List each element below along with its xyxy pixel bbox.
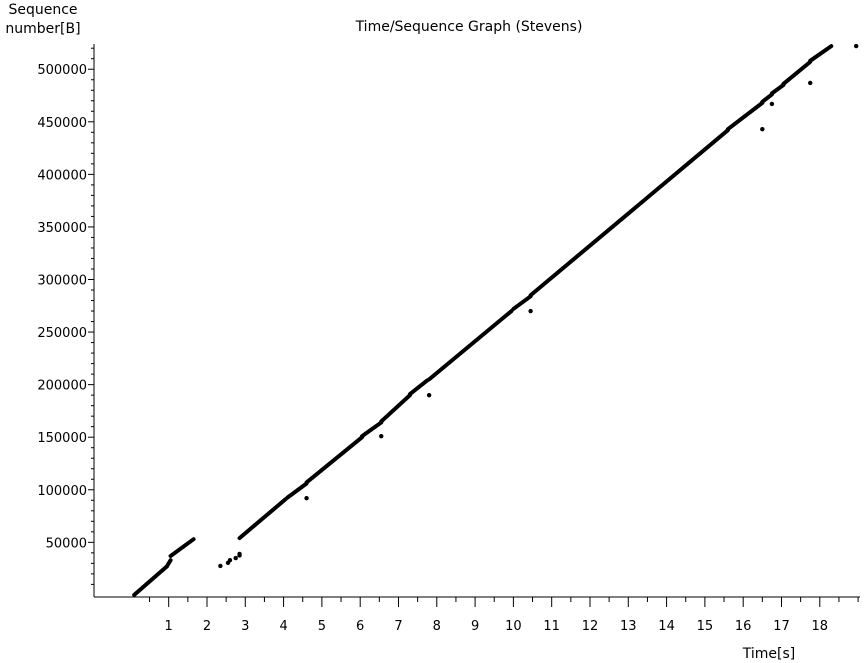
sequence-segment: [427, 309, 514, 382]
sequence-segment: [132, 564, 169, 597]
sequence-segment: [379, 393, 412, 424]
x-tick-label: 11: [543, 619, 560, 634]
x-tick-label: 17: [773, 619, 790, 634]
x-axis-ticks: 1 2 3 4 5 6 7 8 9 10 11 12 13 14 15 16 17 18: [149, 597, 859, 634]
sequence-segment: [164, 558, 173, 569]
chart-title: Time/Sequence Graph (Stevens): [355, 19, 583, 35]
sequence-point: [237, 551, 242, 557]
sequence-point: [426, 392, 432, 398]
sequence-point: [304, 495, 309, 501]
sequence-segment: [360, 420, 384, 439]
y-tick-label: 500000: [37, 63, 87, 78]
y-axis-label-line1: Sequence: [8, 2, 77, 18]
y-tick-label: 100000: [37, 484, 87, 499]
sequence-point: [227, 558, 233, 563]
x-tick-label: 1: [165, 619, 173, 634]
y-tick-label: 200000: [37, 379, 87, 394]
sequence-segment: [725, 100, 765, 132]
x-tick-label: 12: [582, 619, 599, 634]
y-tick-label: 50000: [46, 536, 87, 551]
data-series: [132, 43, 859, 597]
sequence-point: [379, 433, 384, 439]
sequence-point: [233, 555, 238, 561]
y-tick-label: 250000: [37, 326, 87, 341]
x-tick-label: 5: [318, 619, 326, 634]
x-tick-label: 14: [658, 619, 675, 634]
x-tick-label: 2: [203, 619, 211, 634]
x-tick-label: 4: [279, 619, 287, 634]
x-tick-label: 7: [394, 619, 402, 634]
sequence-segment: [168, 537, 196, 558]
y-axis-ticks: 50000 100000 150000 200000 250000 300000 35000…: [37, 47, 94, 585]
y-tick-label: 350000: [37, 221, 87, 236]
sequence-point: [769, 101, 775, 107]
x-tick-label: 15: [697, 619, 714, 634]
sequence-segment: [407, 378, 430, 397]
y-tick-label: 150000: [37, 431, 87, 446]
x-tick-label: 16: [735, 619, 752, 634]
sequence-segment: [511, 294, 533, 311]
sequence-point: [528, 308, 533, 314]
sequence-segment: [285, 481, 309, 500]
sequence-segment: [781, 59, 813, 86]
x-tick-label: 3: [241, 619, 249, 634]
y-tick-label: 300000: [37, 273, 87, 288]
x-axis-label: Time[s]: [742, 646, 795, 662]
sequence-segment: [304, 435, 365, 485]
x-tick-label: 10: [505, 619, 522, 634]
y-axis-label-line2: number[B]: [5, 21, 80, 37]
sequence-point: [218, 563, 223, 569]
sequence-segment: [760, 92, 774, 104]
sequence-point: [760, 126, 765, 132]
x-tick-label: 9: [471, 619, 479, 634]
y-tick-label: 400000: [37, 168, 87, 183]
x-tick-label: 6: [356, 619, 364, 634]
sequence-segment: [769, 83, 786, 96]
sequence-point: [853, 43, 859, 49]
x-tick-label: 13: [620, 619, 637, 634]
x-tick-label: 18: [812, 619, 829, 634]
y-tick-label: 450000: [37, 116, 87, 131]
sequence-segment: [808, 44, 834, 63]
x-tick-label: 8: [433, 619, 441, 634]
sequence-point: [808, 80, 813, 86]
sequence-segment: [237, 497, 288, 541]
sequence-segment: [528, 128, 730, 298]
